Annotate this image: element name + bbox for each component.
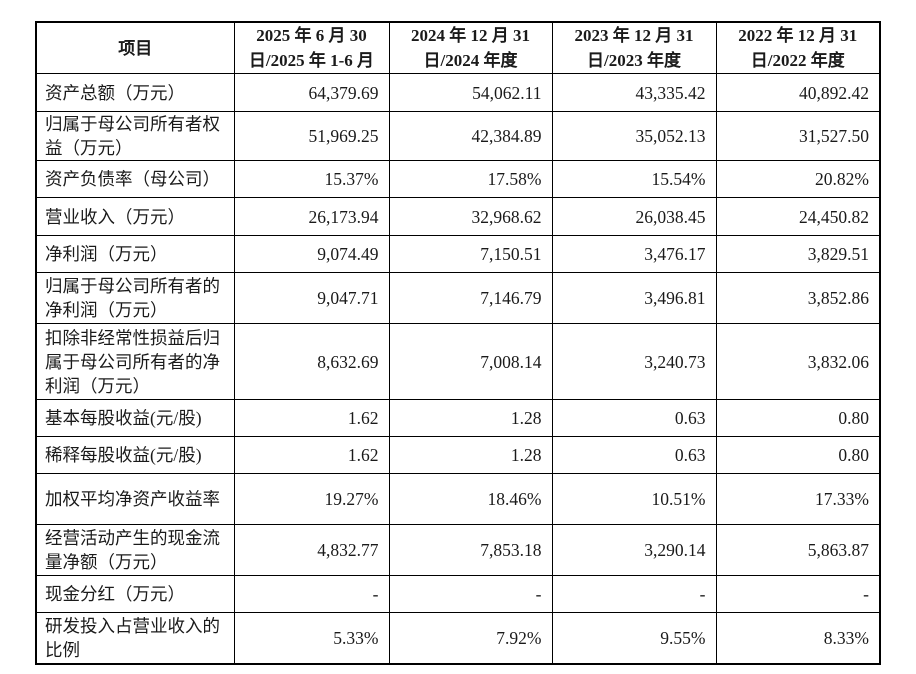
table-row: 现金分红（万元） - - - - — [35, 575, 881, 613]
financial-data-table: 项目 2025 年 6 月 30 日/2025 年 1-6 月 2024 年 1… — [35, 21, 881, 665]
cell-value: 1.62 — [233, 436, 390, 474]
cell-value: 7,008.14 — [388, 323, 553, 400]
cell-value: 3,476.17 — [551, 235, 717, 273]
cell-value: 4,832.77 — [233, 524, 390, 576]
row-label: 加权平均净资产收益率 — [35, 473, 235, 525]
cell-value: - — [715, 575, 881, 613]
table-row: 资产负债率（母公司） 15.37% 17.58% 15.54% 20.82% — [35, 160, 881, 198]
cell-value: - — [551, 575, 717, 613]
cell-value: 7,853.18 — [388, 524, 553, 576]
table-row: 营业收入（万元） 26,173.94 32,968.62 26,038.45 24,45… — [35, 197, 881, 236]
row-label: 稀释每股收益(元/股) — [35, 436, 235, 474]
cell-value: 10.51% — [551, 473, 717, 525]
cell-value: 1.28 — [388, 436, 553, 474]
cell-value: 9.55% — [551, 612, 717, 664]
table-row: 稀释每股收益(元/股) 1.62 1.28 0.63 0.80 — [35, 436, 881, 474]
cell-value: 51,969.25 — [233, 111, 390, 161]
cell-value: 19.27% — [233, 473, 390, 525]
cell-value: 42,384.89 — [388, 111, 553, 161]
cell-value: 35,052.13 — [551, 111, 717, 161]
cell-value: 0.63 — [551, 436, 717, 474]
row-label: 研发投入占营业收入的比例 — [35, 612, 235, 664]
row-label: 资产总额（万元） — [35, 73, 235, 112]
table-row: 归属于母公司所有者的净利润（万元） 9,047.71 7,146.79 3,496.8… — [35, 272, 881, 324]
cell-value: 1.28 — [388, 399, 553, 437]
cell-value: 3,240.73 — [551, 323, 717, 400]
cell-value: - — [388, 575, 553, 613]
cell-value: 18.46% — [388, 473, 553, 525]
cell-value: 64,379.69 — [233, 73, 390, 112]
table-row: 扣除非经常性损益后归属于母公司所有者的净利润（万元） 8,632.69 7,008.… — [35, 323, 881, 400]
header-2024: 2024 年 12 月 31 日/2024 年度 — [388, 21, 553, 74]
table-row: 研发投入占营业收入的比例 5.33% 7.92% 9.55% 8.33% — [35, 612, 881, 664]
table-row: 加权平均净资产收益率 19.27% 18.46% 10.51% 17.33% — [35, 473, 881, 525]
row-label: 经营活动产生的现金流量净额（万元） — [35, 524, 235, 576]
cell-value: 17.33% — [715, 473, 881, 525]
table-row: 基本每股收益(元/股) 1.62 1.28 0.63 0.80 — [35, 399, 881, 437]
cell-value: 3,829.51 — [715, 235, 881, 273]
cell-value: 0.63 — [551, 399, 717, 437]
cell-value: 8.33% — [715, 612, 881, 664]
table-row: 归属于母公司所有者权益（万元） 51,969.25 42,384.89 35,052.… — [35, 111, 881, 161]
row-label: 营业收入（万元） — [35, 197, 235, 236]
cell-value: 1.62 — [233, 399, 390, 437]
cell-value: 7.92% — [388, 612, 553, 664]
cell-value: 3,290.14 — [551, 524, 717, 576]
cell-value: 5,863.87 — [715, 524, 881, 576]
cell-value: 9,074.49 — [233, 235, 390, 273]
cell-value: 54,062.11 — [388, 73, 553, 112]
table-header-row: 项目 2025 年 6 月 30 日/2025 年 1-6 月 2024 年 1… — [35, 21, 881, 74]
cell-value: - — [233, 575, 390, 613]
header-item: 项目 — [35, 21, 235, 74]
table-row: 净利润（万元） 9,074.49 7,150.51 3,476.17 3,829.51 — [35, 235, 881, 273]
cell-value: 7,150.51 — [388, 235, 553, 273]
cell-value: 0.80 — [715, 399, 881, 437]
cell-value: 17.58% — [388, 160, 553, 198]
cell-value: 43,335.42 — [551, 73, 717, 112]
row-label: 扣除非经常性损益后归属于母公司所有者的净利润（万元） — [35, 323, 235, 400]
cell-value: 32,968.62 — [388, 197, 553, 236]
cell-value: 40,892.42 — [715, 73, 881, 112]
row-label: 归属于母公司所有者的净利润（万元） — [35, 272, 235, 324]
row-label: 归属于母公司所有者权益（万元） — [35, 111, 235, 161]
cell-value: 26,038.45 — [551, 197, 717, 236]
header-2025h1: 2025 年 6 月 30 日/2025 年 1-6 月 — [233, 21, 390, 74]
header-2023: 2023 年 12 月 31 日/2023 年度 — [551, 21, 717, 74]
cell-value: 3,496.81 — [551, 272, 717, 324]
header-2022: 2022 年 12 月 31 日/2022 年度 — [715, 21, 881, 74]
cell-value: 26,173.94 — [233, 197, 390, 236]
row-label: 净利润（万元） — [35, 235, 235, 273]
cell-value: 3,852.86 — [715, 272, 881, 324]
table-row: 资产总额（万元） 64,379.69 54,062.11 43,335.42 40,89… — [35, 73, 881, 112]
cell-value: 15.54% — [551, 160, 717, 198]
cell-value: 15.37% — [233, 160, 390, 198]
row-label: 资产负债率（母公司） — [35, 160, 235, 198]
cell-value: 7,146.79 — [388, 272, 553, 324]
cell-value: 0.80 — [715, 436, 881, 474]
row-label: 现金分红（万元） — [35, 575, 235, 613]
cell-value: 5.33% — [233, 612, 390, 664]
row-label: 基本每股收益(元/股) — [35, 399, 235, 437]
cell-value: 20.82% — [715, 160, 881, 198]
cell-value: 31,527.50 — [715, 111, 881, 161]
table-row: 经营活动产生的现金流量净额（万元） 4,832.77 7,853.18 3,290.1… — [35, 524, 881, 576]
cell-value: 8,632.69 — [233, 323, 390, 400]
table-body: 资产总额（万元） 64,379.69 54,062.11 43,335.42 40,89… — [35, 73, 881, 664]
cell-value: 3,832.06 — [715, 323, 881, 400]
cell-value: 24,450.82 — [715, 197, 881, 236]
cell-value: 9,047.71 — [233, 272, 390, 324]
